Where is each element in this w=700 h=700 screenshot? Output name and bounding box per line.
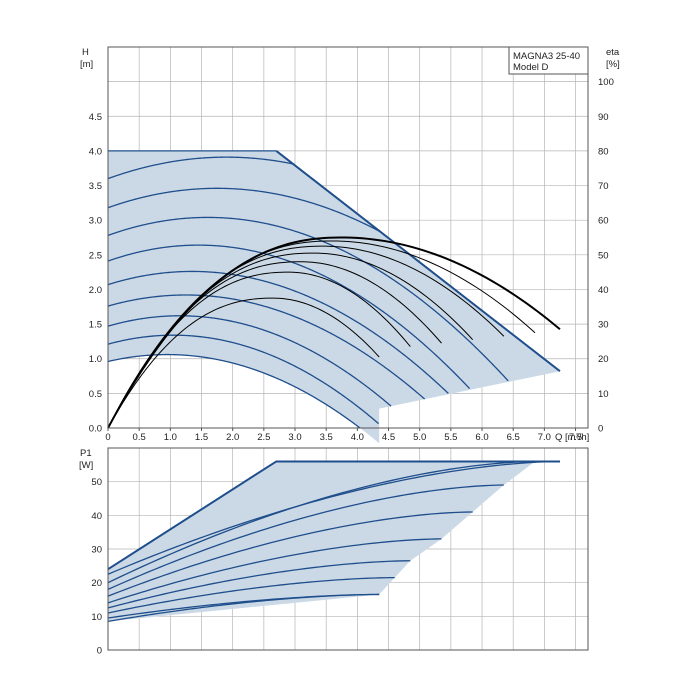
head-curve — [107, 244, 471, 389]
y-tick-label: 40 — [91, 511, 102, 522]
x-tick-label: 2.5 — [257, 432, 270, 443]
y2-tick-label: 50 — [598, 250, 609, 261]
x-tick-label: 6.5 — [507, 432, 520, 443]
plot-frame — [107, 46, 589, 429]
y2-axis-label: eta — [606, 47, 620, 58]
power-curve — [107, 460, 560, 575]
power-curve — [107, 511, 473, 597]
y2-tick-label: 100 — [598, 77, 614, 88]
x-tick-label: 6.0 — [475, 432, 488, 443]
x-tick-label: 5.0 — [413, 432, 426, 443]
plot-frame — [107, 447, 589, 651]
y2-tick-label: 40 — [598, 285, 609, 296]
head-curve — [107, 156, 293, 180]
head-chart: 0 0.5 1.0 1.5 2.0 2.5 3.0 3.5 4.0 4.5 5.0 5.5 6.0 6.5… — [80, 46, 620, 444]
x-tick-label: 2.0 — [226, 432, 239, 443]
y-tick-label: 10 — [91, 612, 102, 623]
x-tick-label: 7.5 — [569, 432, 582, 443]
power-curve — [107, 484, 504, 590]
efficiency-curve — [107, 261, 442, 429]
x-tick-label: 0.5 — [133, 432, 146, 443]
x-axis-label: Q [m³/h] — [555, 432, 589, 443]
y2-tick-label: 60 — [598, 216, 609, 227]
x-tick-label: 1.0 — [164, 432, 177, 443]
head-curve — [107, 187, 381, 233]
title-box — [508, 46, 589, 75]
y2-tick-label: 0 — [598, 424, 603, 435]
y2-axis-unit: [%] — [606, 59, 620, 70]
head-curve — [107, 315, 392, 407]
y-tick-label: 2.5 — [89, 250, 102, 261]
y-tick-label: 0.5 — [89, 389, 102, 400]
x-tick-label: 3.5 — [320, 432, 333, 443]
y-tick-label: 3.5 — [89, 181, 102, 192]
y-tick-label: 0.0 — [89, 424, 102, 435]
x-tick-label: 1.5 — [195, 432, 208, 443]
chart-subtitle: Model D — [513, 62, 549, 73]
head-curve — [107, 294, 426, 400]
head-curve — [107, 334, 379, 425]
y-axis-unit: [m] — [80, 59, 93, 70]
head-curve — [107, 216, 509, 382]
y-tick-label: 3.0 — [89, 216, 102, 227]
x-tick-label: 0 — [105, 432, 110, 443]
y-tick-label: 30 — [91, 545, 102, 556]
y-tick-label: 4.0 — [89, 146, 102, 157]
y-tick-label: 50 — [91, 477, 102, 488]
x-tick-label: 4.0 — [351, 432, 364, 443]
y-axis-label: H — [82, 47, 89, 58]
y2-tick-label: 80 — [598, 146, 609, 157]
power-curve — [107, 576, 395, 614]
power-curve — [107, 560, 411, 609]
x-tick-label: 4.5 — [382, 432, 395, 443]
power-curve — [107, 460, 536, 584]
y2-tick-label: 70 — [598, 181, 609, 192]
y2-tick-label: 90 — [598, 112, 609, 123]
y2-tick-label: 30 — [598, 320, 609, 331]
y-axis-unit: [W] — [79, 460, 93, 471]
head-curve — [107, 270, 449, 394]
max-curve-boundary — [275, 150, 561, 372]
x-tick-label: 3.0 — [288, 432, 301, 443]
y-tick-label: 4.5 — [89, 112, 102, 123]
power-curve — [107, 593, 380, 623]
efficiency-curve — [107, 297, 380, 429]
power-curve — [107, 460, 560, 571]
y-tick-label: 20 — [91, 578, 102, 589]
head-curve — [107, 353, 361, 429]
x-tick-label: 7.0 — [538, 432, 551, 443]
y2-tick-label: 20 — [598, 354, 609, 365]
power-chart: 0 10 20 30 40 50 P1[W] — [79, 447, 589, 657]
operating-area — [108, 150, 560, 444]
chart-title: MAGNA3 25-40 — [513, 51, 580, 62]
y-tick-label: 1.0 — [89, 354, 102, 365]
y-tick-label: 1.5 — [89, 320, 102, 331]
power-curve — [107, 538, 442, 604]
y-axis-label: P1 — [80, 448, 92, 459]
y-tick-label: 0 — [97, 646, 102, 657]
y-tick-label: 2.0 — [89, 285, 102, 296]
y2-tick-label: 10 — [598, 389, 609, 400]
efficiency-curve — [107, 271, 411, 429]
x-tick-label: 5.5 — [444, 432, 457, 443]
